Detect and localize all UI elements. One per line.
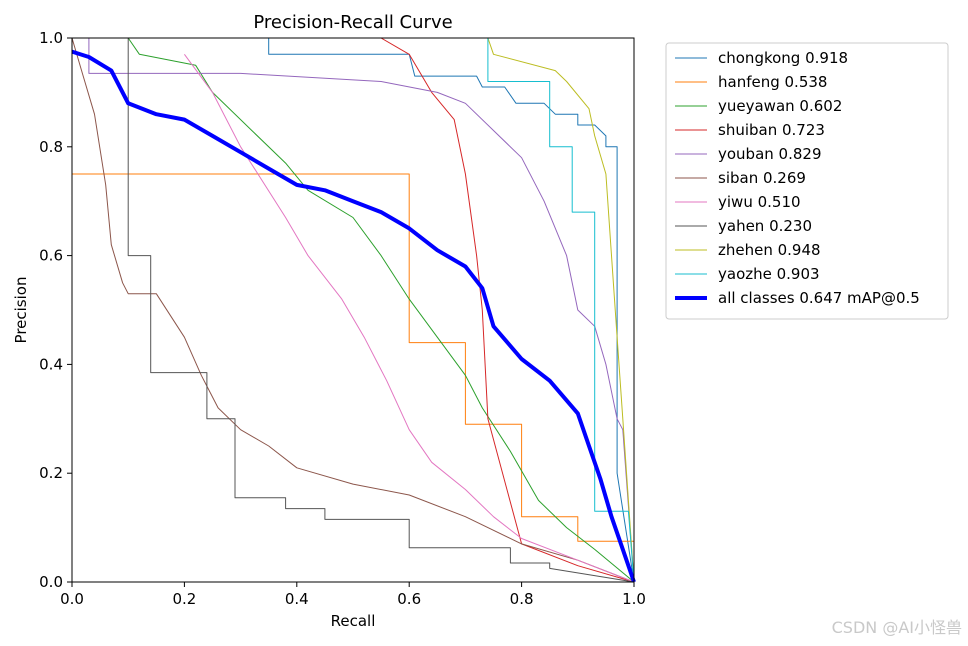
y-tick-label: 0.0 [39, 573, 63, 591]
x-tick-label: 0.6 [397, 590, 421, 608]
legend-label-yueyawan: yueyawan 0.602 [718, 97, 842, 115]
series-line-zhehen [487, 37, 635, 583]
series-line-shuiban [195, 37, 635, 583]
chart-title: Precision-Recall Curve [253, 12, 452, 33]
y-tick-label: 0.6 [39, 247, 63, 265]
legend-label-yaozhe: yaozhe 0.903 [718, 265, 820, 283]
y-tick-label: 0.8 [39, 138, 63, 156]
x-axis-label: Recall [331, 612, 376, 630]
legend-label-zhehen: zhehen 0.948 [718, 241, 821, 259]
y-tick-label: 0.4 [39, 355, 63, 373]
legend-label-siban: siban 0.269 [718, 169, 806, 187]
x-tick-label: 0.4 [285, 590, 309, 608]
y-axis-label: Precision [12, 277, 30, 344]
legend-label-shuiban: shuiban 0.723 [718, 121, 825, 139]
series-line-hanfeng [72, 173, 635, 582]
legend-label-chongkong: chongkong 0.918 [718, 49, 848, 67]
legend-label-hanfeng: hanfeng 0.538 [718, 73, 827, 91]
x-tick-label: 0.2 [172, 590, 196, 608]
legend: chongkong 0.918 hanfeng 0.538 yueyawan 0.6… [665, 42, 949, 320]
x-tick-label: 0.0 [60, 590, 84, 608]
watermark: CSDN @AI小怪兽 [831, 618, 962, 637]
x-tick-label: 1.0 [622, 590, 646, 608]
series-line-siban [71, 37, 635, 583]
y-tick-label: 0.2 [39, 464, 63, 482]
legend-frame [665, 42, 949, 320]
legend-label-youban: youban 0.829 [718, 145, 822, 163]
y-tick-label: 1.0 [39, 29, 63, 47]
legend-label-yahen: yahen 0.230 [718, 217, 812, 235]
series-line-yahen [127, 38, 635, 583]
plot-frame [71, 37, 635, 583]
axes-group: 0.0 0.2 0.4 0.6 0.8 1.0 0.0 0.2 0.4 0.6 0.8 1.0 [39, 29, 646, 608]
series-line-yueyawan [127, 37, 635, 583]
series-line-all-classes [71, 49, 636, 583]
series-line-yiwu [183, 54, 635, 583]
legend-label-all-classes: all classes 0.647 mAP@0.5 [718, 289, 920, 307]
curves-group [71, 37, 636, 583]
series-line-youban [88, 38, 635, 583]
x-tick-label: 0.8 [510, 590, 534, 608]
legend-label-yiwu: yiwu 0.510 [718, 193, 801, 211]
